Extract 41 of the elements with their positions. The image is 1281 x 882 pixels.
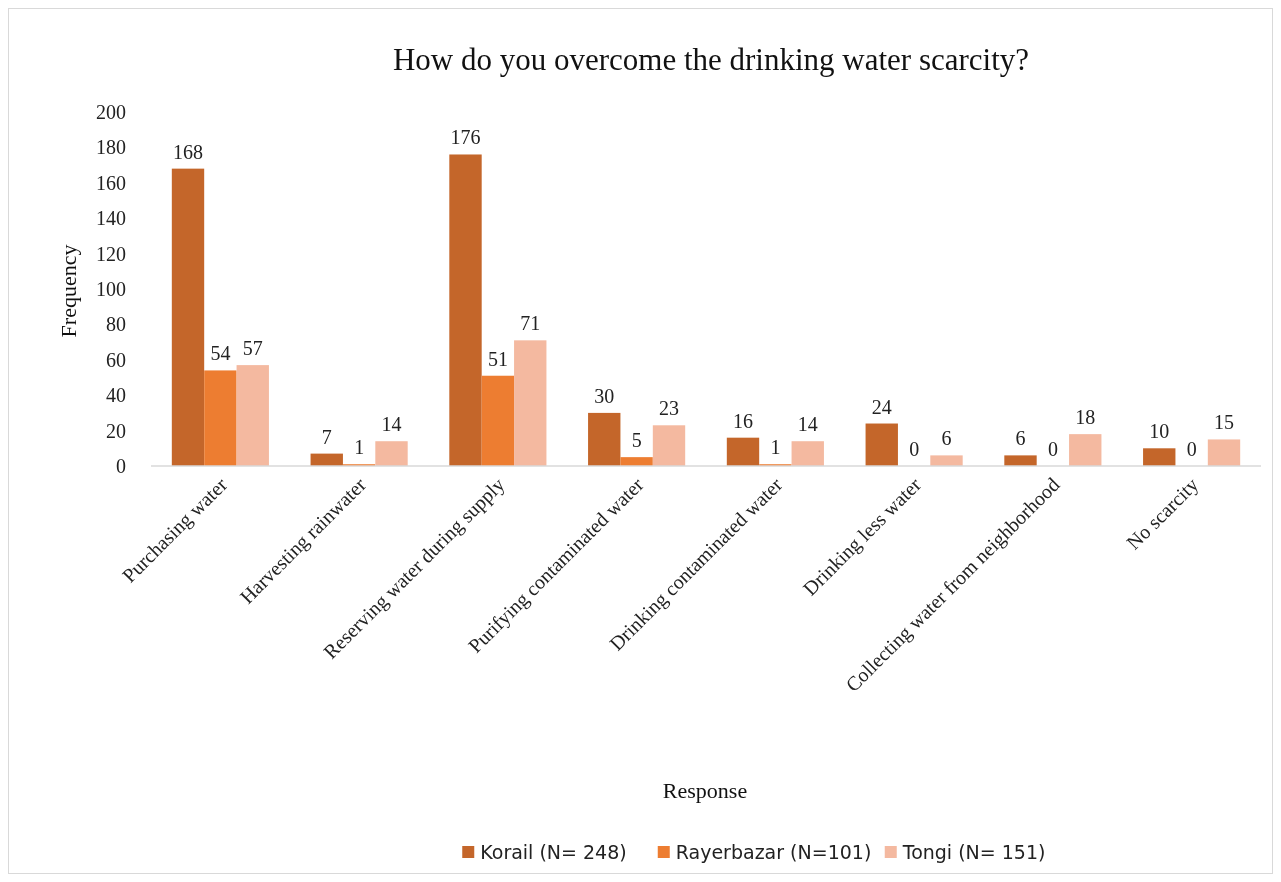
data-label: 7 bbox=[321, 425, 332, 448]
y-tick-label: 0 bbox=[116, 455, 126, 477]
y-tick-label: 60 bbox=[106, 348, 126, 371]
legend-label: Rayerbazar (N=101) bbox=[675, 841, 872, 863]
x-axis-title: Response bbox=[662, 778, 748, 803]
y-tick-label: 120 bbox=[96, 242, 126, 265]
data-label: 71 bbox=[520, 312, 541, 335]
data-label: 57 bbox=[242, 337, 263, 360]
y-tick-label: 20 bbox=[106, 419, 126, 442]
data-label: 10 bbox=[1149, 420, 1170, 443]
y-tick-label: 200 bbox=[96, 101, 126, 123]
y-tick-label: 40 bbox=[106, 384, 126, 407]
chart-title: How do you overcome the drinking water scarcity? bbox=[392, 42, 1030, 77]
data-label: 24 bbox=[871, 395, 892, 418]
data-label: 23 bbox=[659, 397, 679, 420]
data-label: 0 bbox=[1047, 438, 1058, 460]
y-tick-label: 140 bbox=[96, 207, 126, 230]
data-label: 16 bbox=[733, 409, 753, 432]
data-label: 14 bbox=[381, 413, 402, 436]
data-label: 18 bbox=[1075, 406, 1096, 429]
y-tick-label: 180 bbox=[96, 136, 126, 159]
data-label: 1 bbox=[770, 436, 781, 459]
y-tick-label: 160 bbox=[96, 171, 126, 194]
data-label: 176 bbox=[450, 126, 481, 149]
legend-label: Tongi (N= 151) bbox=[901, 841, 1046, 863]
data-label: 168 bbox=[173, 140, 203, 163]
data-label: 14 bbox=[797, 413, 818, 436]
data-label: 6 bbox=[941, 427, 952, 450]
legend-label: Korail (N= 248) bbox=[480, 841, 627, 863]
data-label: 0 bbox=[909, 438, 920, 460]
y-tick-label: 80 bbox=[106, 313, 126, 336]
data-label: 5 bbox=[631, 429, 642, 452]
data-label: 51 bbox=[487, 347, 508, 370]
data-label: 0 bbox=[1186, 438, 1197, 460]
data-label: 30 bbox=[594, 384, 615, 407]
data-label: 6 bbox=[1015, 427, 1026, 450]
y-tick-label: 100 bbox=[96, 278, 126, 300]
y-axis-title: Frequency bbox=[56, 244, 81, 338]
data-label: 1 bbox=[354, 436, 365, 459]
data-label: 15 bbox=[1214, 411, 1234, 434]
data-label: 54 bbox=[210, 342, 231, 365]
